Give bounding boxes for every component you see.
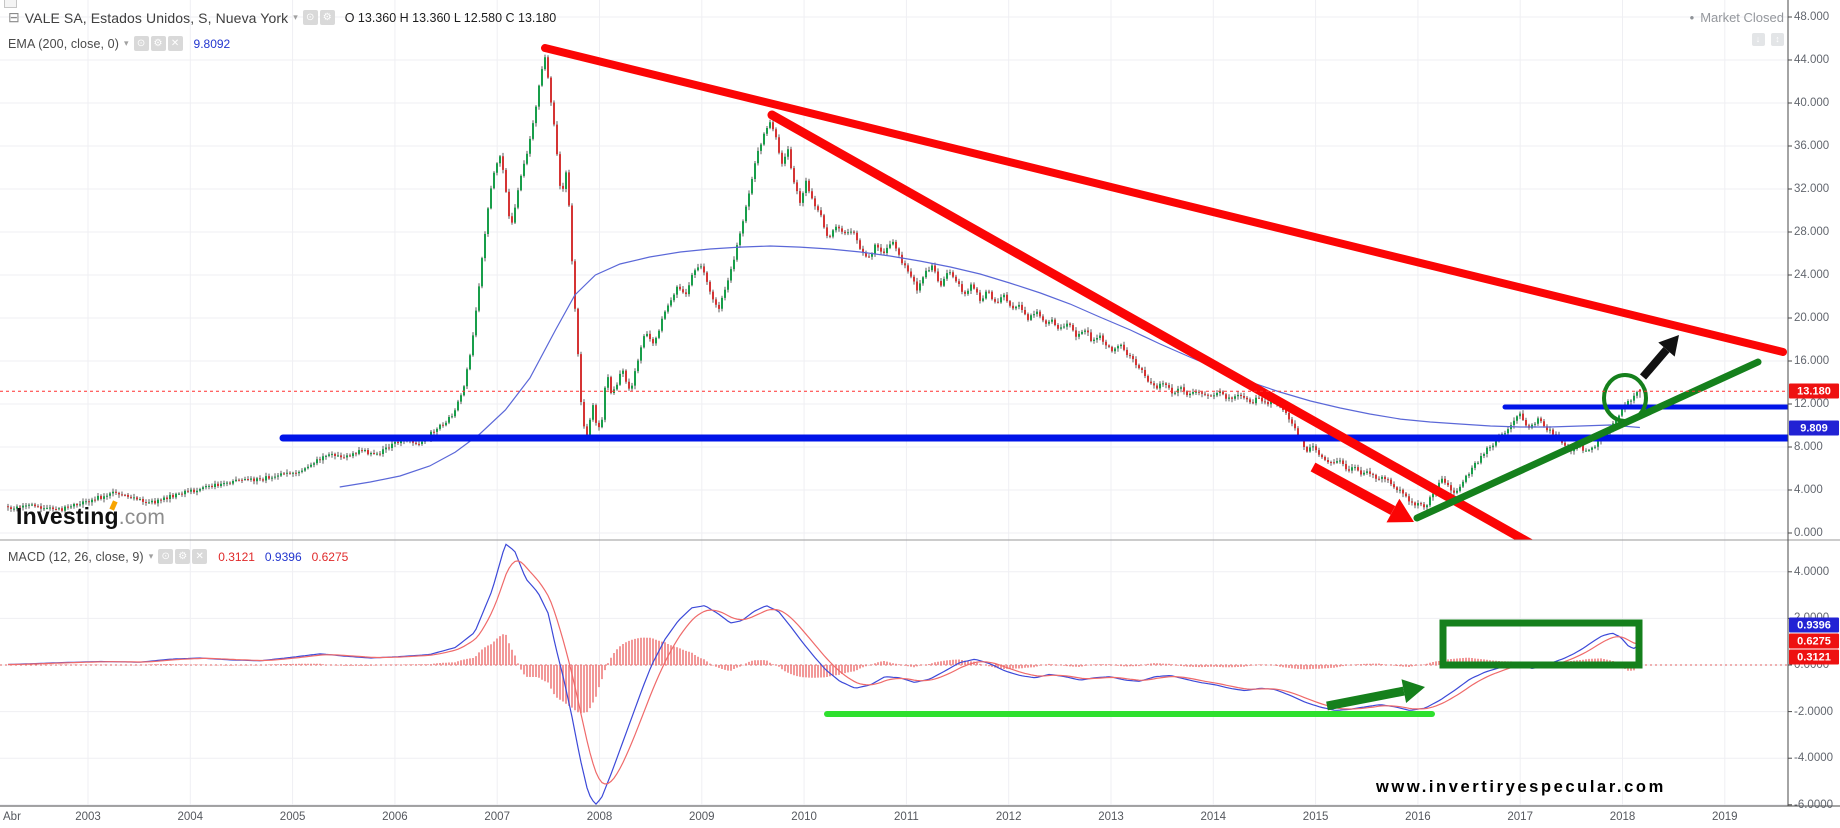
time-axis-label: 2016	[1405, 811, 1431, 823]
top-left-handle[interactable]	[4, 0, 17, 8]
investing-logo: Investing.com	[16, 500, 166, 530]
price-axis-label: 32.000	[1794, 183, 1830, 195]
macd-hist-value: 0.3121	[218, 549, 255, 564]
ema-legend: EMA (200, close, 0) ▾ ⊙ ⚙ ✕ 9.8092	[8, 36, 230, 51]
time-axis-label: 2010	[791, 811, 817, 823]
ema-price-tag: 9.809	[1789, 420, 1839, 436]
visibility-icon[interactable]: ⊙	[302, 10, 318, 25]
price-axis-label: 36.000	[1794, 140, 1830, 152]
time-axis-label: 2013	[1098, 811, 1124, 823]
time-axis-label: 2012	[995, 811, 1022, 823]
macd-line-value: 0.9396	[264, 549, 302, 564]
ema-line[interactable]	[339, 245, 1640, 488]
ascending-trendline[interactable]	[1413, 358, 1762, 522]
axis-buttons: ↓ ↕	[1750, 29, 1784, 47]
candles-down	[7, 57, 1641, 511]
descending-trendline-steep[interactable]	[767, 110, 1542, 550]
investing-logo-text: Investing	[16, 503, 119, 529]
time-axis-label: 2008	[586, 811, 613, 823]
gear-icon[interactable]: ⚙	[319, 10, 335, 25]
time-axis-label: 2018	[1609, 811, 1636, 823]
time-axis-label: 2004	[177, 811, 204, 823]
gear-icon[interactable]: ⚙	[150, 36, 166, 51]
arrow-updown-button[interactable]: ↕	[1771, 33, 1784, 46]
time-axis-label: 2011	[894, 811, 919, 823]
market-status-text: Market Closed	[1700, 10, 1784, 25]
close-icon[interactable]: ✕	[192, 549, 208, 564]
macd-consolidation-box[interactable]	[1439, 619, 1643, 669]
price-axis-label: 0.000	[1794, 527, 1823, 539]
price-axis-label: 48.000	[1794, 11, 1830, 23]
time-axis-label: Abr	[3, 811, 21, 823]
time-axis-label: 2015	[1302, 811, 1329, 823]
macd-signal-value: 0.6275	[311, 549, 349, 564]
time-axis-label: 2014	[1200, 811, 1227, 823]
macd-line[interactable]	[7, 543, 1641, 805]
macd-signal-line[interactable]	[8, 560, 1641, 785]
price-axis-label: 16.000	[1794, 355, 1830, 367]
macd-rising-arrow[interactable]	[1326, 679, 1425, 711]
symbol-title: VALE SA, Estados Unidos, S, Nueva York	[24, 9, 289, 26]
chevron-down-icon[interactable]: ▾	[293, 12, 298, 22]
macd-line-tag: 0.9396	[1789, 617, 1839, 633]
site-watermark: www.invertiryespecular.com	[1376, 778, 1666, 796]
candles-up	[13, 57, 1638, 511]
macd-legend: MACD (12, 26, close, 9) ▾ ⊙ ⚙ ✕ 0.3121 0…	[8, 549, 348, 564]
time-axis-label: 2017	[1507, 811, 1533, 823]
macd-title: MACD (12, 26, close, 9)	[8, 549, 144, 564]
time-axis-label: 2003	[75, 811, 101, 823]
price-axis-label: 8.000	[1794, 441, 1823, 453]
ema-value: 9.8092	[193, 36, 231, 51]
time-axis-label: 2019	[1712, 811, 1738, 823]
current-price-tag: 13.180	[1789, 383, 1839, 399]
chevron-down-icon[interactable]: ▾	[123, 38, 129, 48]
descending-trendline-major[interactable]	[541, 44, 1787, 356]
macd-hist-tag: 0.3121	[1789, 649, 1839, 665]
price-axis-label: 12.000	[1794, 398, 1830, 410]
time-axis-label: 2005	[279, 811, 306, 823]
time-axis-label: 2007	[484, 811, 510, 823]
macd-axis-label: -2.0000	[1794, 705, 1834, 718]
price-pane	[7, 54, 1641, 513]
breakout-circle[interactable]	[1602, 373, 1648, 423]
macd-axis-label: 4.0000	[1794, 565, 1830, 578]
investing-logo-suffix: .com	[118, 506, 166, 529]
chevron-down-icon[interactable]: ▾	[148, 551, 154, 561]
gear-icon[interactable]: ⚙	[175, 549, 191, 564]
ema-title: EMA (200, close, 0)	[8, 36, 119, 51]
price-axis-label: 40.000	[1794, 97, 1830, 109]
visibility-icon[interactable]: ⊙	[133, 36, 149, 51]
market-status: • Market Closed	[1690, 10, 1784, 25]
macd-axis-label: -6.0000	[1794, 798, 1834, 811]
sell-arrow[interactable]	[1310, 462, 1414, 523]
macd-signal-tag: 0.6275	[1789, 633, 1839, 649]
price-axis-label: 4.000	[1794, 484, 1823, 496]
macd-axis-label: -4.0000	[1794, 752, 1834, 765]
ohlc-values: O 13.360 H 13.360 L 12.580 C 13.180	[344, 10, 557, 25]
price-axis-label: 44.000	[1794, 54, 1830, 66]
time-axis-label: 2009	[689, 811, 715, 823]
price-axis-label: 24.000	[1794, 269, 1830, 281]
price-axis-label: 20.000	[1794, 312, 1830, 324]
symbol-legend: ⊟ VALE SA, Estados Unidos, S, Nueva York…	[8, 9, 556, 26]
arrow-down-button[interactable]: ↓	[1751, 33, 1765, 46]
candle-wicks	[7, 54, 1641, 513]
collapse-pane-icon[interactable]: ⊟	[8, 9, 20, 25]
time-axis-label: 2006	[382, 811, 408, 823]
status-dot-icon: •	[1689, 10, 1695, 25]
macd-histogram	[10, 634, 1641, 714]
visibility-icon[interactable]: ⊙	[158, 549, 174, 564]
price-axis-label: 28.000	[1794, 226, 1830, 238]
close-icon[interactable]: ✕	[167, 36, 183, 51]
breakout-arrow[interactable]	[1639, 335, 1679, 380]
